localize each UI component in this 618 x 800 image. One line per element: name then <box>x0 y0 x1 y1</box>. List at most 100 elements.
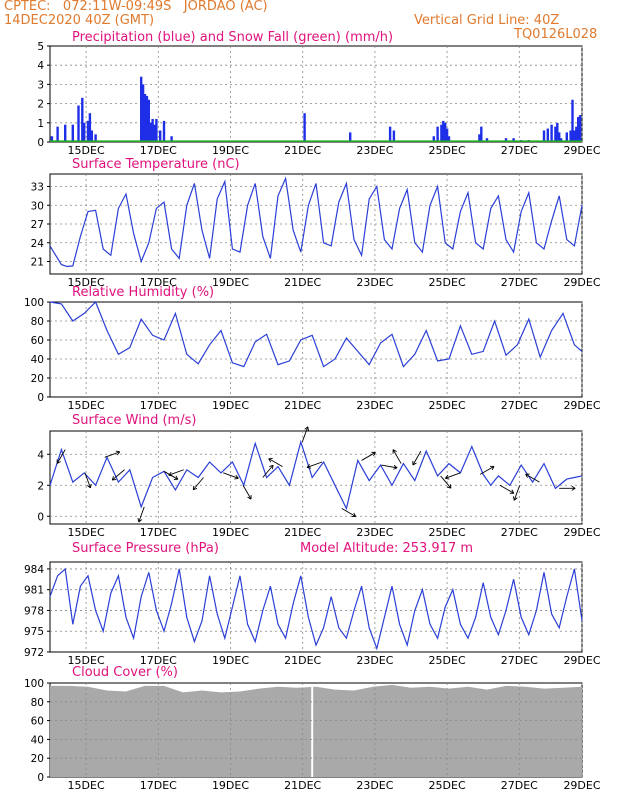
wind-arrow <box>445 472 461 479</box>
wind-arrow <box>513 485 521 501</box>
wind-arrow <box>525 473 540 483</box>
y-tick-label: 975 <box>24 626 44 638</box>
y-tick-label: 4 <box>37 60 44 72</box>
wind-arrow-head <box>446 486 452 489</box>
precip-bar <box>542 130 546 142</box>
precip-bar <box>575 126 578 142</box>
x-tick-label: 25DEC <box>429 399 466 412</box>
wind-arrow <box>268 458 283 468</box>
precip-bar <box>440 124 443 142</box>
wind-arrow <box>168 469 184 476</box>
wind-arrow-head <box>412 462 417 466</box>
wind-arrow-head <box>307 426 309 431</box>
precip-bar <box>447 136 451 142</box>
wind-arrow-head <box>137 517 140 523</box>
wind-arrow <box>242 485 252 500</box>
station-header: CPTEC: 072:11W-09:49S JORDAO (AC) <box>4 0 268 14</box>
wind-arrow <box>301 426 309 443</box>
precip-bar <box>485 138 489 142</box>
precip-bar <box>445 128 449 142</box>
y-tick-label: 60 <box>31 716 44 728</box>
precip-bar <box>153 124 156 142</box>
wind-arrow-head <box>525 473 528 478</box>
y-tick-label: 0 <box>37 772 44 784</box>
x-tick-label: 15DEC <box>68 654 105 667</box>
x-tick-label: 17DEC <box>140 144 177 157</box>
y-tick-label: 100 <box>24 678 44 690</box>
precip-bar <box>56 126 59 142</box>
precip-bar <box>392 130 396 142</box>
panel-title: Surface Pressure (hPa) <box>72 541 219 556</box>
x-tick-label: 15DEC <box>68 399 105 412</box>
wind-arrow-head <box>306 467 312 469</box>
y-tick-label: 1 <box>37 118 44 130</box>
wind-arrow-head <box>87 485 91 489</box>
series-line <box>49 567 583 651</box>
precip-bar <box>86 120 90 142</box>
wind-arrow-head <box>571 487 576 491</box>
x-tick-label: 15DEC <box>68 526 105 539</box>
precip-bar <box>151 118 154 142</box>
x-tick-label: 29DEC <box>563 654 600 667</box>
wind-arrow <box>412 450 422 466</box>
precip-bar <box>71 124 74 142</box>
wind-arrow-head <box>513 496 515 501</box>
wind-arrow-head <box>373 452 376 457</box>
precip-bar <box>170 136 173 142</box>
cloud-cover-area <box>50 684 582 777</box>
y-tick-label: 80 <box>31 697 44 709</box>
wind-arrow-head <box>491 466 495 471</box>
precip-bar <box>83 122 86 142</box>
panel-title: Cloud Cover (%) <box>72 665 178 680</box>
y-tick-label: 2 <box>37 99 44 111</box>
precip-bar <box>569 130 572 142</box>
precip-bar <box>565 132 568 142</box>
wind-arrow-head <box>168 474 173 477</box>
wind-arrow-head <box>393 464 398 469</box>
precip-bar <box>90 130 93 142</box>
panel-title: Surface Temperature (nC) <box>72 157 240 172</box>
wind-arrow <box>381 464 398 469</box>
y-tick-label: 3 <box>37 79 44 91</box>
wind-arrow-head <box>234 477 239 480</box>
run-date: 14DEC2020 40Z (GMT) <box>4 13 155 28</box>
y-tick-label: 0 <box>37 392 44 404</box>
wind-arrow-head <box>56 461 61 464</box>
wind-arrow-head <box>175 475 179 480</box>
wind-arrow-head <box>272 465 274 470</box>
precip-bar <box>558 132 561 142</box>
y-tick-label: 20 <box>31 753 44 765</box>
x-tick-label: 25DEC <box>429 779 466 792</box>
precip-bar <box>88 113 92 142</box>
series-line <box>49 300 583 368</box>
wind-arrow-head <box>235 474 239 479</box>
wind-arrow-head <box>193 488 198 491</box>
y-tick-label: 40 <box>31 734 44 746</box>
precip-bar <box>50 136 54 142</box>
wind-arrow-head <box>111 476 114 481</box>
panel-subtitle: Model Altitude: 253.917 m <box>300 541 473 556</box>
wind-arrow <box>192 477 204 491</box>
precip-bar <box>162 120 166 142</box>
y-tick-label: 981 <box>24 585 44 597</box>
y-tick-label: 80 <box>31 316 44 328</box>
x-tick-label: 29DEC <box>563 276 600 289</box>
wind-arrow-head <box>89 483 92 488</box>
x-tick-label: 19DEC <box>212 526 249 539</box>
precip-bar <box>436 126 439 142</box>
precip-bar <box>303 113 306 142</box>
wind-arrow <box>262 464 274 478</box>
precip-bar <box>155 118 158 142</box>
x-tick-label: 25DEC <box>429 276 466 289</box>
y-tick-label: 984 <box>24 564 44 576</box>
precip-bar <box>573 130 576 142</box>
precip-bar <box>388 126 392 142</box>
wind-arrow-head <box>192 485 195 490</box>
wind-arrow-head <box>116 451 121 456</box>
y-tick-label: 27 <box>31 219 44 231</box>
x-tick-label: 25DEC <box>429 144 466 157</box>
wind-arrow-head <box>168 471 172 476</box>
wind-arrow <box>361 452 376 461</box>
precip-bar <box>141 84 145 142</box>
x-tick-label: 29DEC <box>563 779 600 792</box>
